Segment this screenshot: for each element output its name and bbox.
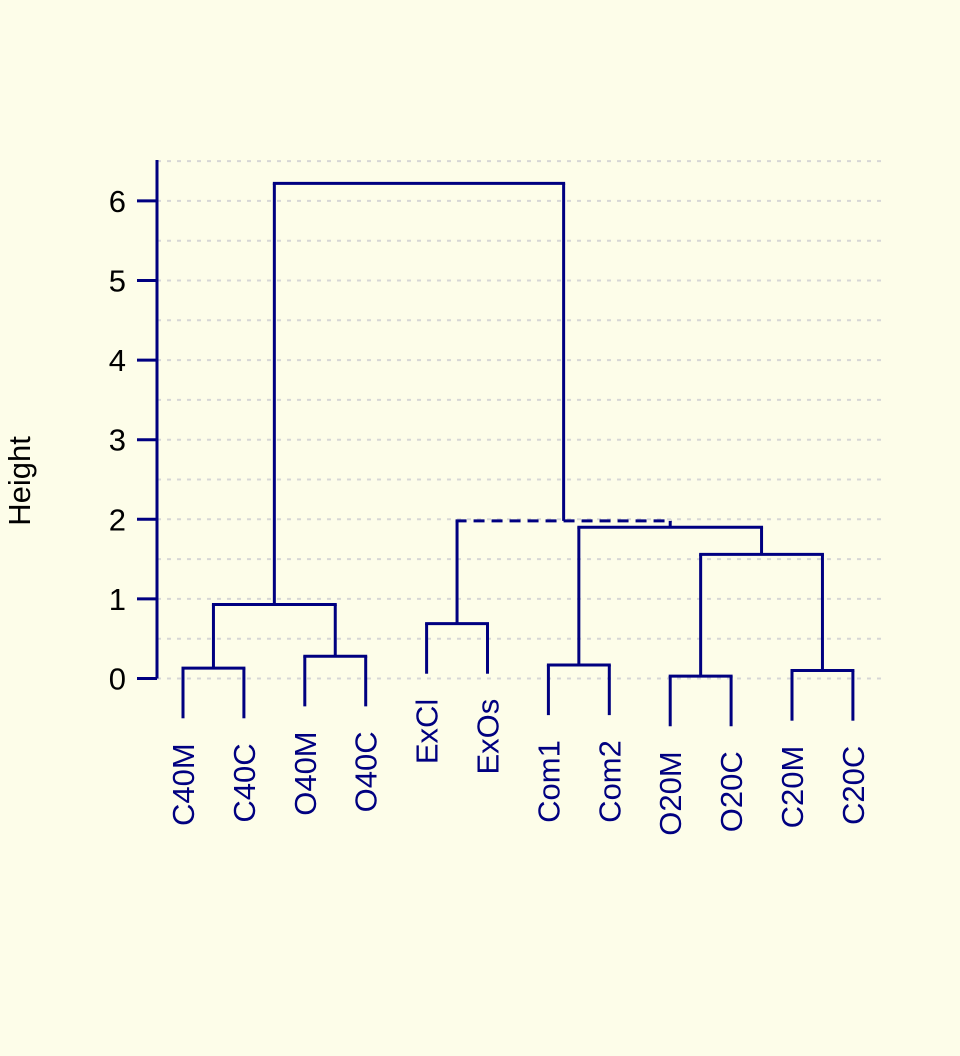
- y-tick-label: 4: [109, 343, 126, 378]
- leaf-label: ExCl: [410, 699, 445, 764]
- y-axis-title: Height: [2, 436, 37, 526]
- leaf-label: O40C: [349, 731, 384, 812]
- y-tick-label: 6: [109, 184, 126, 219]
- leaf-label: Com2: [592, 740, 627, 823]
- leaf-label: C20C: [836, 746, 871, 825]
- leaf-label: ExOs: [471, 699, 506, 775]
- leaf-label: O20M: [653, 751, 688, 835]
- grid-layer: [157, 160, 882, 680]
- leaf-label: Com1: [531, 740, 566, 823]
- y-tick-label: 0: [109, 662, 126, 697]
- leaf-labels: C40M C40C O40M O40C ExCl ExOs Com1 Com2 O20M O20C…: [166, 699, 871, 836]
- y-tick-label: 1: [109, 582, 126, 617]
- y-axis: 0 1 2 3 4 5 6: [109, 160, 159, 697]
- leaf-label: C40C: [227, 743, 262, 822]
- y-tick-label: 3: [109, 423, 126, 458]
- leaf-label: C40M: [166, 743, 201, 826]
- leaf-label: O40M: [288, 731, 323, 815]
- leaf-label: O20C: [714, 751, 749, 832]
- y-tick-label: 2: [109, 502, 126, 537]
- leaf-label: C20M: [775, 746, 810, 829]
- y-tick-label: 5: [109, 264, 126, 299]
- dendrogram-tree: [181, 181, 855, 727]
